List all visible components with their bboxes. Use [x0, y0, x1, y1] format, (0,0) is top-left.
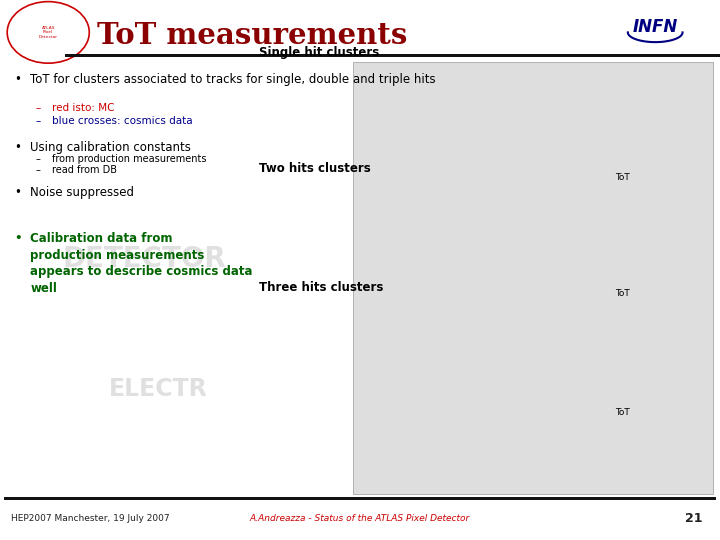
Text: Mean: Mean — [685, 322, 698, 326]
Text: Mean: Mean — [685, 203, 698, 207]
Text: •: • — [14, 141, 22, 154]
Bar — [353, 62, 713, 494]
Text: red isto: MC: red isto: MC — [52, 103, 114, 113]
Text: •: • — [14, 232, 22, 245]
Text: –: – — [36, 103, 41, 113]
Text: doublehits: doublehits — [701, 187, 720, 192]
Text: Calibration data from
production measurements
appears to describe cosmics data
w: Calibration data from production measure… — [30, 232, 253, 295]
Text: DETECTOR: DETECTOR — [62, 245, 226, 273]
Text: •: • — [14, 186, 22, 199]
Text: RMS: RMS — [685, 330, 695, 334]
Text: Entries: Entries — [685, 314, 701, 318]
Text: Entries: Entries — [685, 195, 701, 199]
Text: blue crosses: cosmics data: blue crosses: cosmics data — [52, 116, 192, 126]
Text: –: – — [36, 116, 41, 126]
Circle shape — [7, 2, 89, 63]
Text: ToT for clusters associated to tracks for single, double and triple hits: ToT for clusters associated to tracks fo… — [30, 73, 436, 86]
Text: triplehits: triplehits — [702, 306, 720, 310]
Text: Entries: Entries — [685, 79, 701, 83]
Text: 21: 21 — [685, 512, 702, 525]
Text: RMS: RMS — [685, 96, 695, 99]
Text: Three hits clusters: Three hits clusters — [259, 281, 384, 294]
Text: ToT: ToT — [616, 289, 630, 298]
Text: ATLAS
Pixel
Detector: ATLAS Pixel Detector — [39, 26, 58, 39]
Text: HEP2007 Manchester, 19 July 2007: HEP2007 Manchester, 19 July 2007 — [11, 514, 169, 523]
Text: –: – — [36, 154, 41, 164]
Text: ToT: ToT — [616, 408, 630, 417]
Text: Using calibration constants: Using calibration constants — [30, 141, 191, 154]
Text: Two hits clusters: Two hits clusters — [259, 163, 371, 176]
Text: ToT measurements: ToT measurements — [97, 21, 408, 50]
Text: Mean: Mean — [685, 87, 698, 91]
Text: ToT: ToT — [616, 173, 630, 182]
Text: ELECTR: ELECTR — [109, 377, 208, 401]
Text: from production measurements: from production measurements — [52, 154, 207, 164]
Text: read from DB: read from DB — [52, 165, 117, 175]
Text: A.Andreazza - Status of the ATLAS Pixel Detector: A.Andreazza - Status of the ATLAS Pixel … — [250, 514, 470, 523]
Text: Single hit clusters: Single hit clusters — [259, 46, 379, 59]
Text: Noise suppressed: Noise suppressed — [30, 186, 134, 199]
Text: singlehits: singlehits — [701, 71, 720, 76]
Bar — [4, 497, 716, 500]
Text: INFN: INFN — [633, 18, 678, 36]
Text: •: • — [14, 73, 22, 86]
Bar — [65, 54, 720, 57]
Text: RMS: RMS — [685, 212, 695, 215]
Text: –: – — [36, 165, 41, 175]
